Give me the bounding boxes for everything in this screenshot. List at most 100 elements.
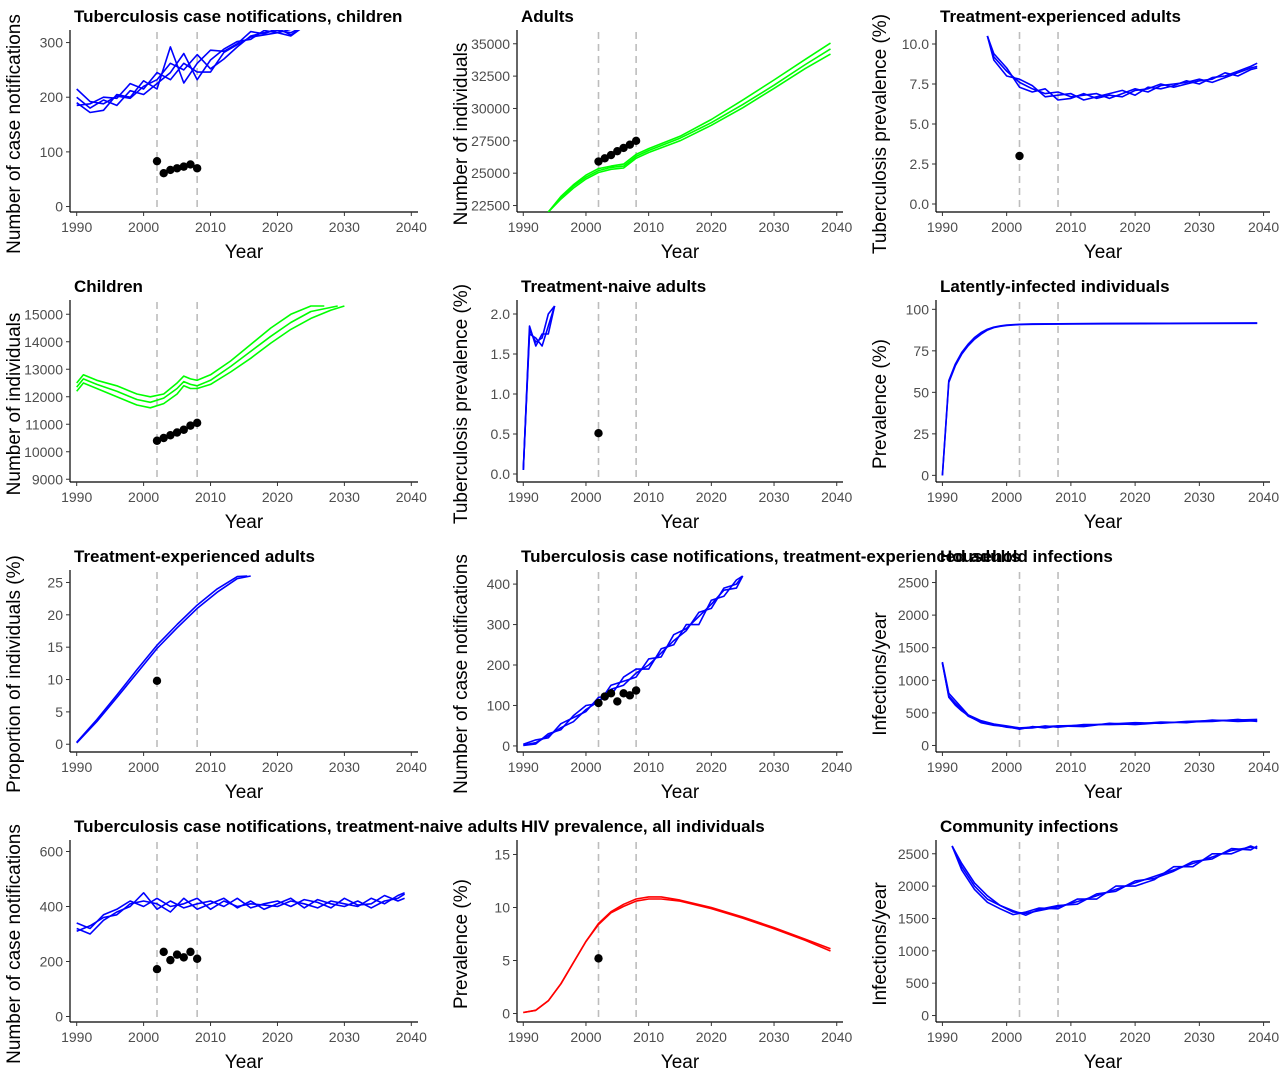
p6-series-line — [941, 322, 1258, 476]
p1-data-point — [159, 168, 168, 178]
p9-y-tick-label: 2000 — [898, 607, 929, 623]
p8-y-label: Number of case notifications — [451, 554, 472, 794]
p1-y-tick-label: 300 — [40, 35, 64, 51]
p1-x-tick-label: 2010 — [195, 219, 226, 235]
p1-data-point — [186, 160, 195, 169]
p4-x-tick-label: 1990 — [61, 489, 92, 505]
p3-y-tick-label: 0.0 — [910, 196, 930, 212]
p4-series-line — [76, 305, 345, 409]
p1-data-point — [172, 164, 182, 173]
p1-x-tick-label: 2040 — [396, 219, 427, 235]
p3-x-tick-label: 2000 — [991, 219, 1022, 235]
p1-y-tick-label: 200 — [40, 89, 64, 105]
p10-x-tick-label: 2010 — [195, 1029, 226, 1045]
p11-y-tick-label: 15 — [494, 846, 510, 862]
p8-y-tick-label: 400 — [487, 576, 511, 592]
p8-data-point — [625, 691, 635, 700]
p5-x-tick-label: 1990 — [508, 489, 539, 505]
p1-series-line — [76, 30, 292, 107]
p11-panel: HIV prevalence, all individuals 1990 2000 2… — [451, 817, 853, 1073]
p5-x-tick-label: 2000 — [570, 489, 601, 505]
p12-y-tick-label: 500 — [906, 975, 930, 991]
p11-x-tick-label: 2040 — [821, 1029, 852, 1045]
p2-y-tick-label: 35000 — [471, 36, 510, 52]
p8-y-tick-label: 300 — [487, 617, 511, 633]
p5-title: Treatment-naive adults — [521, 277, 706, 296]
p7-x-tick-label: 2040 — [396, 759, 427, 775]
p10-data-point — [172, 950, 182, 959]
p9-y-tick-label: 0 — [921, 737, 929, 753]
p11-y-tick-label: 0 — [502, 1006, 510, 1022]
p11-x-tick-label: 2000 — [570, 1029, 601, 1045]
p11-x-tick-label: 2030 — [758, 1029, 789, 1045]
p7-data-point — [152, 676, 162, 686]
p10-x-tick-label: 2030 — [329, 1029, 360, 1045]
p7-x-tick-label: 1990 — [61, 759, 92, 775]
p3-x-tick-label: 2030 — [1184, 219, 1215, 235]
p8-panel: Tuberculosis case notifications, treatme… — [451, 547, 1020, 803]
p10-panel: Tuberculosis case notifications, treatme… — [4, 817, 518, 1073]
p12-panel: Community infections 1990 2000 2010 2020 2030… — [870, 817, 1279, 1073]
p8-y-tick-label: 200 — [487, 657, 511, 673]
p2-data-point — [600, 154, 609, 163]
p6-y-tick-label: 0 — [921, 467, 929, 483]
p7-x-tick-label: 2010 — [195, 759, 226, 775]
p11-x-tick-label: 2010 — [633, 1029, 664, 1045]
p6-series-line — [941, 322, 1258, 476]
p9-panel: Household infections 1990 2000 2010 2020 2030… — [870, 547, 1279, 803]
p10-x-label: Year — [225, 1052, 264, 1073]
p8-x-label: Year — [661, 782, 700, 803]
p1-panel: Tuberculosis case notifications, childre… — [4, 7, 427, 263]
p10-data-point — [166, 955, 175, 965]
p4-x-tick-label: 2020 — [262, 489, 293, 505]
p9-y-tick-label: 1500 — [898, 640, 929, 656]
p6-x-tick-label: 2040 — [1248, 489, 1279, 505]
p9-series-line — [941, 662, 1258, 731]
p10-series-line — [76, 893, 406, 933]
p2-data-point — [625, 140, 635, 149]
p12-x-tick-label: 2000 — [991, 1029, 1022, 1045]
p5-x-label: Year — [661, 512, 700, 533]
p2-y-tick-label: 22500 — [471, 198, 510, 214]
p1-x-tick-label: 1990 — [61, 219, 92, 235]
p6-x-tick-label: 2030 — [1184, 489, 1215, 505]
p1-title: Tuberculosis case notifications, childre… — [74, 7, 402, 26]
p4-y-tick-label: 15000 — [24, 306, 63, 322]
p12-y-tick-label: 0 — [921, 1008, 929, 1024]
p8-x-tick-label: 2020 — [696, 759, 727, 775]
p7-title: Treatment-experienced adults — [74, 547, 315, 566]
p2-y-tick-label: 25000 — [471, 165, 510, 181]
p11-x-label: Year — [661, 1052, 700, 1073]
p2-series-line — [547, 53, 831, 212]
p6-x-label: Year — [1084, 512, 1123, 533]
p9-y-label: Infections/year — [870, 612, 891, 736]
p10-y-tick-label: 400 — [40, 899, 64, 915]
p8-data-point — [606, 689, 616, 698]
p1-series-line — [76, 30, 301, 109]
p4-data-point — [186, 421, 195, 430]
p8-y-tick-label: 100 — [487, 697, 511, 713]
p1-x-label: Year — [225, 242, 264, 263]
p2-data-point — [606, 150, 616, 160]
p2-x-label: Year — [661, 242, 700, 263]
p8-x-tick-label: 2030 — [758, 759, 789, 775]
p4-series-line — [76, 305, 338, 404]
p2-x-tick-label: 2040 — [821, 219, 852, 235]
p8-y-tick-label: 0 — [502, 738, 510, 754]
p9-x-tick-label: 1990 — [927, 759, 958, 775]
p7-x-tick-label: 2020 — [262, 759, 293, 775]
p8-x-tick-label: 1990 — [508, 759, 539, 775]
p7-series-line — [76, 575, 251, 744]
p7-x-tick-label: 2030 — [329, 759, 360, 775]
p11-title: HIV prevalence, all individuals — [521, 817, 765, 836]
p11-y-tick-label: 5 — [502, 953, 510, 969]
p1-series-line — [76, 30, 300, 114]
p4-y-tick-label: 13000 — [24, 361, 63, 377]
p4-y-tick-label: 9000 — [32, 471, 63, 487]
p11-y-label: Prevalence (%) — [451, 879, 472, 1009]
p1-data-point — [152, 156, 162, 166]
p11-series-line — [523, 896, 831, 1014]
p8-data-point — [594, 698, 603, 708]
p6-x-tick-label: 2020 — [1120, 489, 1151, 505]
